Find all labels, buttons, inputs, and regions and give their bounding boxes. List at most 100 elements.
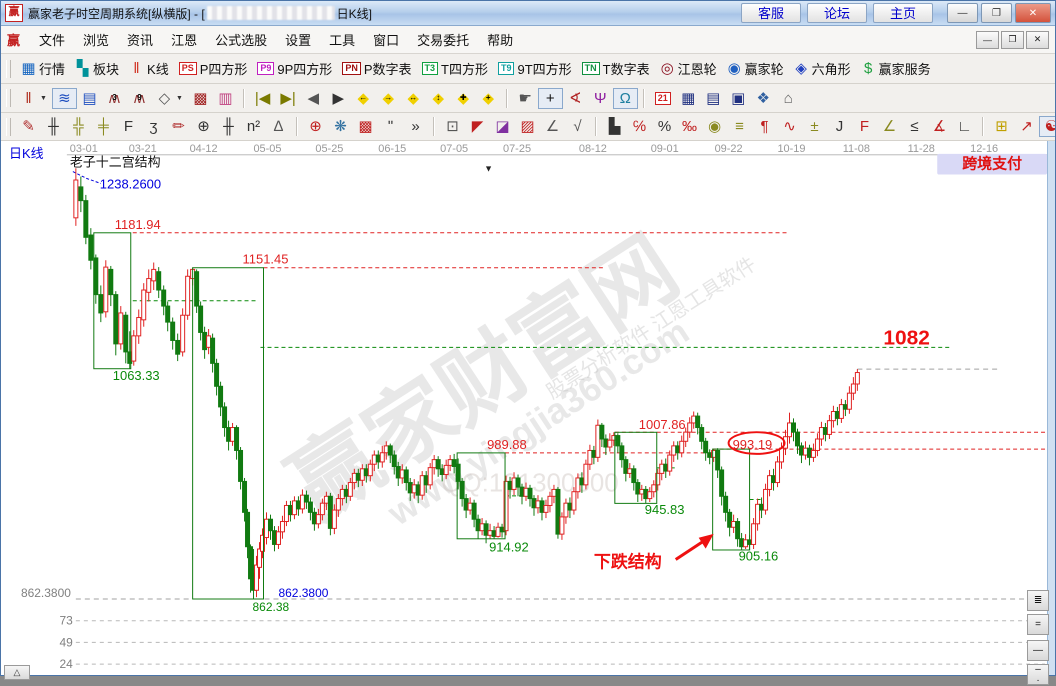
win-angle-button[interactable]: ∡ <box>927 116 952 137</box>
time-circle-button[interactable]: ⊕ <box>191 116 216 137</box>
chip-distribution-button[interactable]: ▩ <box>188 88 213 109</box>
kline-chart-canvas[interactable]: 赢家财富网 www.yingjia360.com 股票分析软件 江恩工具软件 QQ:1… <box>1 141 1055 686</box>
j-angle-button[interactable]: J <box>827 116 852 137</box>
quotes-button[interactable]: ▦ 行情 <box>16 56 70 81</box>
percent-line-button[interactable]: ‰ <box>677 116 702 137</box>
flag-pen-button[interactable]: ¶ <box>752 116 777 137</box>
kline-button[interactable]: ‖ K线 <box>124 56 174 81</box>
minimize-button[interactable]: — <box>947 3 978 24</box>
menu-item-3[interactable]: 江恩 <box>171 32 198 48</box>
crosshair-tool-button[interactable]: + <box>537 87 563 109</box>
menu-item-5[interactable]: 设置 <box>285 32 312 48</box>
winner-service-button[interactable]: $ 赢家服务 <box>856 56 936 81</box>
step-forward-button[interactable]: ▶ <box>326 88 351 109</box>
gold-angle-button[interactable]: ∠ <box>877 116 902 137</box>
gold-band-button[interactable]: ± <box>802 116 827 137</box>
volume-profile-button[interactable]: ▥ <box>213 88 238 109</box>
support-button[interactable]: 客服 <box>741 2 801 23</box>
draw-pen-button[interactable]: ✎ <box>16 116 41 137</box>
angle-fan-button[interactable]: ∠ <box>540 116 565 137</box>
notes-button[interactable]: ▤ <box>701 88 726 109</box>
n-square-button[interactable]: n² <box>241 116 266 137</box>
winner-wheel-button[interactable]: ◉ 赢家轮 <box>722 56 789 81</box>
toolbar-grip[interactable] <box>6 89 11 107</box>
homepage-button[interactable]: 主页 <box>873 2 933 23</box>
percent-button[interactable]: % <box>652 116 677 137</box>
data-sync-button[interactable]: ❖ <box>751 88 776 109</box>
angle-measure-button[interactable]: ∢ <box>563 88 588 109</box>
menu-item-2[interactable]: 资讯 <box>127 32 154 48</box>
target-circle-button[interactable]: ⊕ <box>303 116 328 137</box>
channel-button[interactable]: ∿ <box>777 116 802 137</box>
menu-item-0[interactable]: 文件 <box>39 32 66 48</box>
grid-gold-button[interactable]: ⊞ <box>989 116 1014 137</box>
jump-first-button[interactable]: |◀ <box>250 88 275 109</box>
diamond-left-button[interactable]: ◆ ← <box>351 88 376 109</box>
menu-item-4[interactable]: 公式选股 <box>215 32 268 48</box>
more-tools-button[interactable]: » <box>403 116 428 137</box>
pane-three-lines-button[interactable]: ≣ <box>1027 590 1049 611</box>
toolbar-grip[interactable] <box>6 117 11 136</box>
pane-one-line-button[interactable]: — <box>1027 640 1049 661</box>
9t-square-button[interactable]: T9 9T四方形 <box>493 56 577 81</box>
zodiac-tool-button[interactable]: Ψ <box>588 88 613 109</box>
9p-square-button[interactable]: P9 9P四方形 <box>252 56 337 81</box>
yinyang-button[interactable]: ☯ <box>1039 116 1055 137</box>
menu-item-9[interactable]: 帮助 <box>487 32 514 48</box>
close-button[interactable]: ✕ <box>1015 3 1051 24</box>
web-box-button[interactable]: ▩ <box>353 116 378 137</box>
time-ruler-button[interactable]: ╫ <box>41 116 66 137</box>
brain-tool-button[interactable]: Ω <box>612 87 638 109</box>
diamond-cross-button[interactable]: ◆ ✚ <box>451 88 476 109</box>
intraday-chart-button[interactable]: ≋ <box>51 87 77 109</box>
p-number-table-button[interactable]: PN P数字表 <box>337 56 416 81</box>
step-back-button[interactable]: ◀ <box>301 88 326 109</box>
calculator-button[interactable]: ▦ <box>676 88 701 109</box>
pen-ruler-button[interactable]: ✏ <box>166 116 191 137</box>
f-angle-button[interactable]: F <box>852 116 877 137</box>
speed-line-button[interactable]: ≤ <box>902 116 927 137</box>
maximize-button[interactable]: ❐ <box>981 3 1012 24</box>
vertical-scrollbar[interactable] <box>1047 141 1055 675</box>
fan-box-button[interactable]: ◪ <box>490 116 515 137</box>
hexagon-button[interactable]: ◈ 六角形 <box>789 56 856 81</box>
candle-style-button[interactable]: ‖ ▼ <box>16 88 52 109</box>
wave-check-button[interactable]: √ <box>565 116 590 137</box>
diamond-vertical-button[interactable]: ◆ ↕ <box>426 88 451 109</box>
web-grid-button[interactable]: ▨ <box>515 116 540 137</box>
menu-item-6[interactable]: 工具 <box>329 32 356 48</box>
forum-button[interactable]: 论坛 <box>807 2 867 23</box>
dropper-button[interactable]: ◇ ▼ <box>152 88 188 109</box>
toolbar-grip[interactable] <box>6 59 11 78</box>
diamond-right-button[interactable]: ◆ → <box>376 88 401 109</box>
mdi-restore-button[interactable]: ❐ <box>1001 30 1024 49</box>
pane-slider-button[interactable]: –· <box>1027 664 1049 686</box>
spider-web-button[interactable]: ❋ <box>328 116 353 137</box>
save-button[interactable]: ▣ <box>726 88 751 109</box>
jump-last-button[interactable]: ▶| <box>275 88 300 109</box>
sectors-button[interactable]: ▚ 板块 <box>70 56 124 81</box>
indicator-expand-button[interactable]: △ <box>4 665 30 680</box>
pane-two-lines-button[interactable]: = <box>1027 614 1049 635</box>
mdi-close-button[interactable]: ✕ <box>1026 30 1049 49</box>
menu-item-1[interactable]: 浏览 <box>83 32 110 48</box>
f10-info-button[interactable]: ▤ <box>77 88 102 109</box>
calendar-button[interactable]: 21 <box>650 89 676 108</box>
diamond-both-button[interactable]: ◆ ↔ <box>401 88 426 109</box>
gold-grid-b-button[interactable]: ╪ <box>91 116 116 137</box>
spiral-button[interactable]: ʒ <box>141 116 166 137</box>
mdi-minimize-button[interactable]: — <box>976 30 999 49</box>
four-angle-button[interactable]: ∟ <box>952 116 977 137</box>
p-square-button[interactable]: PS P四方形 <box>174 56 253 81</box>
t-square-button[interactable]: T3 T四方形 <box>417 56 493 81</box>
gold-circle-button[interactable]: ◉ <box>702 116 727 137</box>
k-marks-button[interactable]: ʺ <box>378 116 403 137</box>
trend-draw-button[interactable]: ↗ <box>1014 116 1039 137</box>
price-hist-button[interactable]: ▙ <box>602 116 627 137</box>
hand-tool-button[interactable]: ☛ <box>513 88 538 109</box>
f-ruler-button[interactable]: F <box>116 116 141 137</box>
diamond-center-button[interactable]: ◆ + <box>476 88 501 109</box>
gann-fan-button[interactable]: ◤ <box>465 116 490 137</box>
